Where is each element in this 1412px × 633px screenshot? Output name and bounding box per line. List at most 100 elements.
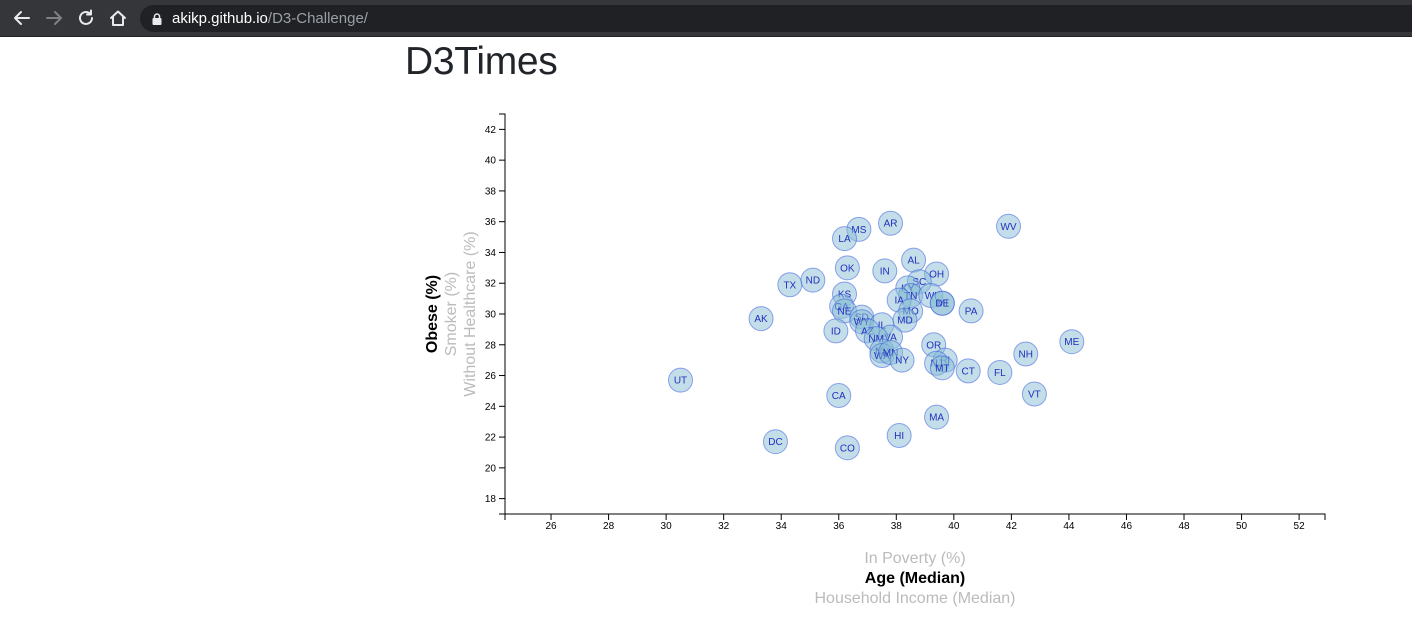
state-circle[interactable] [1021, 381, 1047, 407]
state-label: MN [883, 348, 899, 359]
x-tick-label: 32 [718, 521, 730, 532]
state-point[interactable]: ND [800, 267, 826, 293]
state-label: MD [897, 316, 913, 327]
state-label: MS [851, 225, 866, 236]
state-circle[interactable] [889, 347, 915, 373]
state-circle[interactable] [924, 404, 950, 430]
state-label: NY [895, 356, 909, 367]
y-tick-label: 26 [485, 371, 497, 382]
state-circle[interactable] [832, 226, 858, 252]
state-circle[interactable] [958, 298, 984, 324]
reload-icon[interactable] [74, 6, 98, 30]
state-point[interactable]: WV [996, 213, 1022, 239]
x-axis-line [504, 513, 1326, 520]
state-circle[interactable] [777, 272, 803, 298]
state-label: CT [962, 366, 975, 377]
y-axis-label-option[interactable]: Obese (%) [424, 275, 441, 353]
x-axis-label-option[interactable]: Household Income (Median) [815, 590, 1016, 607]
x-axis-label-option[interactable]: In Poverty (%) [864, 550, 965, 567]
state-label: ID [831, 326, 841, 337]
state-circle[interactable] [878, 210, 904, 236]
x-axis: 26 28 30 32 34 36 38 40 42 44 46 48 50 52 [504, 513, 1326, 532]
state-circle[interactable] [762, 429, 788, 455]
state-circle[interactable] [872, 258, 898, 284]
state-label: ME [1064, 337, 1079, 348]
x-tick-label: 40 [948, 521, 960, 532]
state-circle[interactable] [823, 318, 849, 344]
state-point[interactable]: IN [872, 258, 898, 284]
state-circle[interactable] [834, 255, 860, 281]
state-label: OR [926, 340, 941, 351]
home-icon[interactable] [106, 6, 130, 30]
state-point[interactable]: CA [826, 383, 852, 409]
x-axis-label-option[interactable]: Age (Median) [865, 570, 965, 587]
state-circle[interactable] [886, 423, 912, 449]
state-circle[interactable] [955, 358, 981, 384]
y-tick-label: 34 [485, 248, 497, 259]
state-label: HI [894, 431, 904, 442]
state-label: FL [994, 368, 1006, 379]
lock-icon [152, 12, 162, 25]
state-point[interactable]: NY [889, 347, 915, 373]
state-label: NM [868, 334, 884, 345]
url-path: /D3-Challenge/ [267, 10, 368, 27]
state-point[interactable]: VT [1021, 381, 1047, 407]
y-tick-label: 28 [485, 340, 497, 351]
state-point[interactable]: MA [924, 404, 950, 430]
state-point[interactable]: AK [748, 306, 774, 332]
state-point[interactable]: PA [958, 298, 984, 324]
state-label: WV [1000, 222, 1016, 233]
state-circle[interactable] [1013, 341, 1039, 367]
state-label: VA [884, 333, 897, 344]
state-point[interactable]: CO [834, 435, 860, 461]
y-tick-label: 32 [485, 279, 497, 290]
state-circle[interactable] [668, 367, 694, 393]
state-label: CO [840, 443, 855, 454]
state-point[interactable]: AL [901, 247, 927, 273]
state-label: AL [907, 256, 920, 267]
state-circle[interactable] [929, 355, 955, 381]
state-circle[interactable] [1059, 329, 1085, 355]
state-point[interactable]: LA [832, 226, 858, 252]
y-tick-label: 30 [485, 310, 497, 321]
state-point[interactable]: DE [929, 290, 955, 316]
state-label: DC [768, 437, 782, 448]
state-point[interactable]: MT [929, 355, 955, 381]
state-point[interactable]: FL [987, 359, 1013, 385]
state-circle[interactable] [929, 290, 955, 316]
state-circle[interactable] [996, 213, 1022, 239]
y-tick-label: 38 [485, 186, 497, 197]
y-axis-labels: Obese (%) Smoker (%) Without Healthcare (%… [424, 231, 479, 396]
state-label: AR [884, 219, 898, 230]
x-tick-label: 36 [833, 521, 845, 532]
x-tick-label: 46 [1121, 521, 1133, 532]
y-axis-label-option[interactable]: Without Healthcare (%) [462, 231, 479, 396]
state-point[interactable]: ID [823, 318, 849, 344]
url-host: akikp.github.io [172, 10, 268, 27]
state-circle[interactable] [748, 306, 774, 332]
state-point[interactable]: OK [834, 255, 860, 281]
y-tick-label: 18 [485, 494, 497, 505]
state-label: IN [880, 266, 890, 277]
back-arrow-icon[interactable] [10, 6, 34, 30]
state-point[interactable]: TX [777, 272, 803, 298]
y-tick-label: 42 [485, 125, 497, 136]
state-point[interactable]: HI [886, 423, 912, 449]
state-point[interactable]: NH [1013, 341, 1039, 367]
state-point[interactable]: ME [1059, 329, 1085, 355]
state-point[interactable]: AR [878, 210, 904, 236]
address-bar[interactable]: akikp.github.io/D3-Challenge/ [140, 5, 1412, 32]
y-axis-label-option[interactable]: Smoker (%) [443, 272, 460, 356]
state-point[interactable]: UT [668, 367, 694, 393]
state-point[interactable]: DC [762, 429, 788, 455]
state-circle[interactable] [826, 383, 852, 409]
state-label: VT [1028, 390, 1041, 401]
y-axis: 18 20 22 24 26 28 30 32 34 36 38 40 42 [485, 113, 506, 515]
state-circle[interactable] [987, 359, 1013, 385]
forward-arrow-icon[interactable] [42, 6, 66, 30]
x-tick-label: 38 [891, 521, 903, 532]
state-label: WI [925, 291, 937, 302]
state-label: NE [838, 306, 852, 317]
state-circle[interactable] [834, 435, 860, 461]
state-point[interactable]: CT [955, 358, 981, 384]
